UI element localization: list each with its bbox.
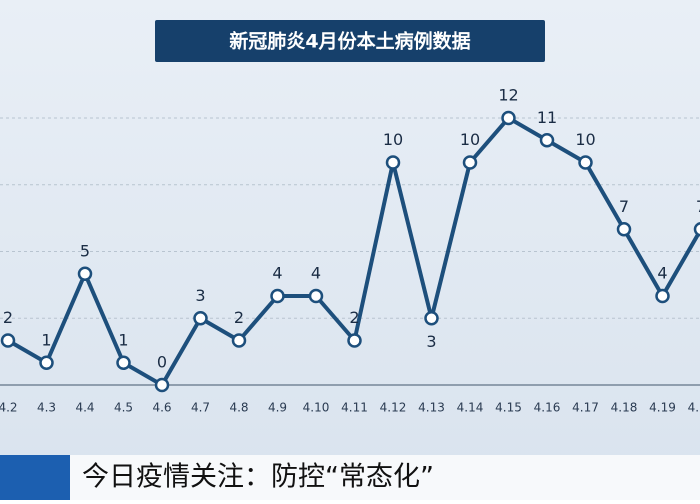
x-tick-label: 4.7 (191, 401, 210, 415)
value-label: 10 (383, 130, 403, 149)
point (308, 288, 324, 304)
x-tick-label: 4.3 (37, 401, 56, 415)
point (116, 355, 131, 370)
point (77, 266, 93, 281)
x-tick-label: 4.19 (649, 401, 676, 415)
value-label: 2 (349, 308, 359, 327)
value-label: 7 (696, 197, 700, 216)
ticker-bar (0, 455, 700, 500)
ticker-logo (0, 455, 70, 500)
x-tick-label: 4.15 (495, 401, 522, 415)
title-box (155, 20, 545, 62)
value-label: 10 (575, 130, 595, 149)
value-label: 4 (272, 264, 282, 283)
x-tick-label: 4.14 (457, 401, 484, 415)
point (0, 333, 16, 348)
point (462, 155, 478, 170)
x-tick-label: 4.5 (114, 401, 133, 415)
x-tick-label: 4.16 (534, 401, 561, 415)
point (578, 155, 593, 170)
x-tick-label: 4.12 (380, 401, 407, 415)
point (385, 155, 401, 170)
value-label: 3 (426, 332, 436, 351)
point (231, 333, 247, 348)
value-label: 0 (157, 353, 167, 372)
x-tick-label: 4.9 (268, 401, 287, 415)
value-label: 2 (3, 308, 13, 327)
value-label: 11 (537, 108, 557, 127)
point (539, 133, 555, 148)
x-tick-label: 4.8 (229, 401, 248, 415)
value-label: 12 (498, 86, 518, 105)
x-tick-label: 4.4 (75, 401, 94, 415)
point (193, 311, 208, 326)
x-tick-label: 4.10 (303, 401, 330, 415)
value-label: 4 (311, 264, 321, 283)
point (270, 288, 285, 304)
x-tick-label: 4.20 (688, 401, 700, 415)
plot: 2151032442103101211107474.24.34.44.54.64… (0, 86, 700, 415)
point (154, 377, 170, 393)
point (655, 288, 670, 304)
ticker-text: 今日疫情关注：防控“常态化” (82, 462, 434, 493)
value-label: 1 (41, 330, 51, 349)
x-tick-label: 4.18 (611, 401, 638, 415)
value-label: 4 (657, 264, 667, 283)
chart-title: 新冠肺炎4月份本土病例数据 (229, 30, 470, 53)
x-tick-label: 4.6 (152, 401, 171, 415)
value-label: 7 (619, 197, 629, 216)
point (347, 333, 362, 348)
point (39, 355, 54, 370)
value-label: 1 (118, 330, 128, 349)
point (424, 311, 439, 326)
x-tick-label: 4.17 (572, 401, 599, 415)
value-label: 5 (80, 241, 90, 260)
point (616, 222, 632, 237)
point (693, 222, 700, 237)
value-label: 2 (234, 308, 244, 327)
x-tick-label: 4.13 (418, 401, 445, 415)
value-label: 3 (195, 286, 205, 305)
point (501, 110, 516, 126)
value-label: 10 (460, 130, 480, 149)
x-tick-label: 4.11 (341, 401, 368, 415)
x-tick-label: 4.2 (0, 401, 18, 415)
